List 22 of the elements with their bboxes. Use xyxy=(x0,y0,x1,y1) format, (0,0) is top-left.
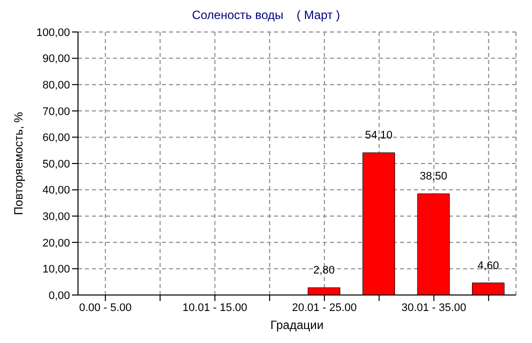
x-tick-label: 30.01 - 35.00 xyxy=(401,302,466,314)
chart-title: Соленость воды ( Март ) xyxy=(190,8,342,24)
data-label: 2,80 xyxy=(313,264,335,277)
data-label: 38,50 xyxy=(420,170,448,183)
x-axis-title: Градации xyxy=(270,318,324,332)
y-tick-label: 10,00 xyxy=(42,264,70,276)
y-tick-label: 50,00 xyxy=(42,158,70,170)
y-tick-label: 60,00 xyxy=(42,132,70,144)
y-tick-label: 100,00 xyxy=(36,26,70,39)
x-tick-label: 0.00 - 5.00 xyxy=(79,302,132,314)
x-tick-label: 10.01 - 15.00 xyxy=(182,302,248,314)
y-tick-label: 40,00 xyxy=(42,184,70,197)
x-tick-label: 20.01 - 25.00 xyxy=(292,302,357,314)
y-tick-label: 70,00 xyxy=(42,106,70,118)
y-tick-label: 30,00 xyxy=(42,211,70,224)
y-axis-title: Повторяемость, % xyxy=(11,112,26,216)
y-tick-label: 90,00 xyxy=(42,53,70,66)
data-label: 4,60 xyxy=(478,260,499,272)
data-label: 54,10 xyxy=(364,130,393,142)
y-tick-label: 20,00 xyxy=(42,237,70,250)
y-tick-label: 0,00 xyxy=(48,290,70,302)
y-tick-label: 80,00 xyxy=(42,80,70,92)
